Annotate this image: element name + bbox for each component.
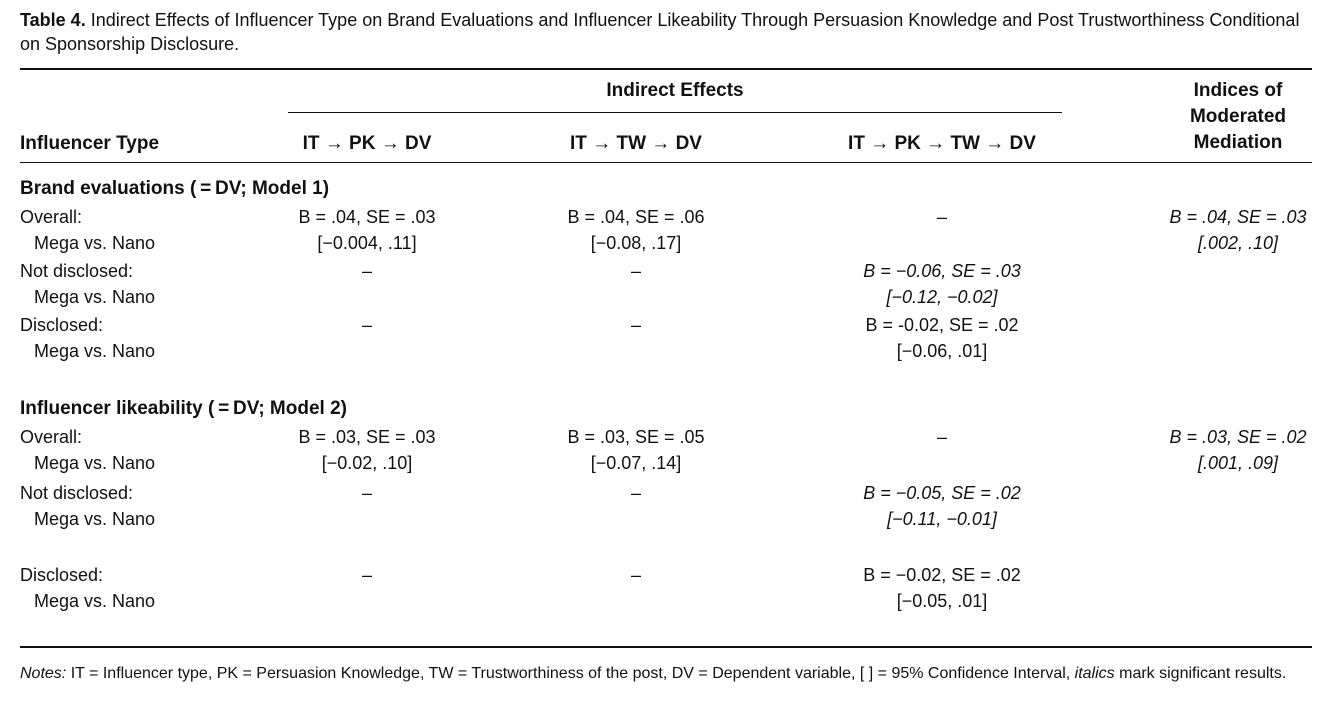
s2-overall-c3: – <box>936 427 948 447</box>
s2-overall-c4-ci: [.001, .09] <box>1197 453 1279 473</box>
s1-notdisc-c3-b: B = −0.06, SE = .03 <box>863 261 1021 281</box>
col-it-pk-dv-header: IT → PK → DV <box>302 133 432 154</box>
s2-disc-c3-b: B = −0.02, SE = .02 <box>863 565 1021 585</box>
s2-notdisc-sub: Mega vs. Nano <box>34 509 156 529</box>
table-label: Table 4. <box>20 10 86 30</box>
section-influencer-likeability-title: Influencer likeability ( = DV; Model 2) <box>20 398 347 419</box>
s1-disc-label: Disclosed: <box>20 315 104 335</box>
s1-overall-c1-ci: [−0.004, .11] <box>317 233 417 253</box>
s1-disc-c3-b: B = -0.02, SE = .02 <box>865 315 1019 335</box>
s2-notdisc-c3-ci: [−0.11, −0.01] <box>887 509 997 529</box>
col-it-pk-tw-dv-header: IT → PK → TW → DV <box>848 133 1036 154</box>
s1-notdisc-sub: Mega vs. Nano <box>34 287 156 307</box>
s1-overall-sub: Mega vs. Nano <box>34 233 156 253</box>
s2-notdisc-c1: – <box>361 483 373 503</box>
s2-disc-c3-ci: [−0.05, .01] <box>896 591 988 611</box>
s2-disc-c1: – <box>361 565 373 585</box>
indirect-effects-header: Indirect Effects <box>606 80 744 101</box>
header-rule <box>20 162 1312 163</box>
s1-overall-c3: – <box>936 207 948 227</box>
s2-overall-sub: Mega vs. Nano <box>34 453 156 473</box>
moderated-mediation-header-line2: Moderated <box>1189 106 1287 127</box>
s2-overall-c1-b: B = .03, SE = .03 <box>298 427 436 447</box>
s1-disc-c1: – <box>361 315 373 335</box>
s1-notdisc-c1: – <box>361 261 373 281</box>
s2-overall-c2-b: B = .03, SE = .05 <box>567 427 705 447</box>
s2-overall-c4-b: B = .03, SE = .02 <box>1169 427 1307 447</box>
table-notes: Notes: IT = Influencer type, PK = Persua… <box>20 662 1315 686</box>
s1-overall-c2-ci: [−0.08, .17] <box>590 233 682 253</box>
s1-overall-c4-b: B = .04, SE = .03 <box>1169 207 1307 227</box>
col-it-tw-dv-header: IT → TW → DV <box>570 133 702 154</box>
top-rule <box>20 68 1312 70</box>
moderated-mediation-header-line3: Mediation <box>1193 132 1283 153</box>
s2-overall-c1-ci: [−0.02, .10] <box>321 453 413 473</box>
s1-overall-c2-b: B = .04, SE = .06 <box>567 207 705 227</box>
s1-overall-c1-b: B = .04, SE = .03 <box>298 207 436 227</box>
s1-notdisc-c2: – <box>630 261 642 281</box>
notes-italics-word: italics <box>1074 665 1115 682</box>
notes-text-b: mark significant results. <box>1114 665 1287 682</box>
s2-notdisc-label: Not disclosed: <box>20 483 134 503</box>
s2-disc-c2: – <box>630 565 642 585</box>
section-brand-evaluations-title: Brand evaluations ( = DV; Model 1) <box>20 178 330 199</box>
influencer-type-header: Influencer Type <box>20 133 160 154</box>
notes-text-a: IT = Influencer type, PK = Persuasion Kn… <box>66 665 1075 682</box>
s1-overall-c4-ci: [.002, .10] <box>1197 233 1279 253</box>
s2-notdisc-c2: – <box>630 483 642 503</box>
s1-notdisc-label: Not disclosed: <box>20 261 134 281</box>
moderated-mediation-header-line1: Indices of <box>1193 80 1283 101</box>
s2-disc-label: Disclosed: <box>20 565 104 585</box>
s1-disc-c2: – <box>630 315 642 335</box>
s1-overall-label: Overall: <box>20 207 83 227</box>
table-title: Indirect Effects of Influencer Type on B… <box>20 10 1300 54</box>
s2-disc-sub: Mega vs. Nano <box>34 591 156 611</box>
s1-notdisc-c3-ci: [−0.12, −0.02] <box>886 287 998 307</box>
s2-notdisc-c3-b: B = −0.05, SE = .02 <box>863 483 1021 503</box>
indirect-effects-rule <box>288 112 1062 113</box>
notes-label: Notes: <box>20 665 67 682</box>
s2-overall-label: Overall: <box>20 427 83 447</box>
table-caption: Table 4. Indirect Effects of Influencer … <box>20 8 1310 56</box>
s2-overall-c2-ci: [−0.07, .14] <box>590 453 682 473</box>
bottom-rule <box>20 646 1312 648</box>
s1-disc-sub: Mega vs. Nano <box>34 341 156 361</box>
s1-disc-c3-ci: [−0.06, .01] <box>896 341 988 361</box>
